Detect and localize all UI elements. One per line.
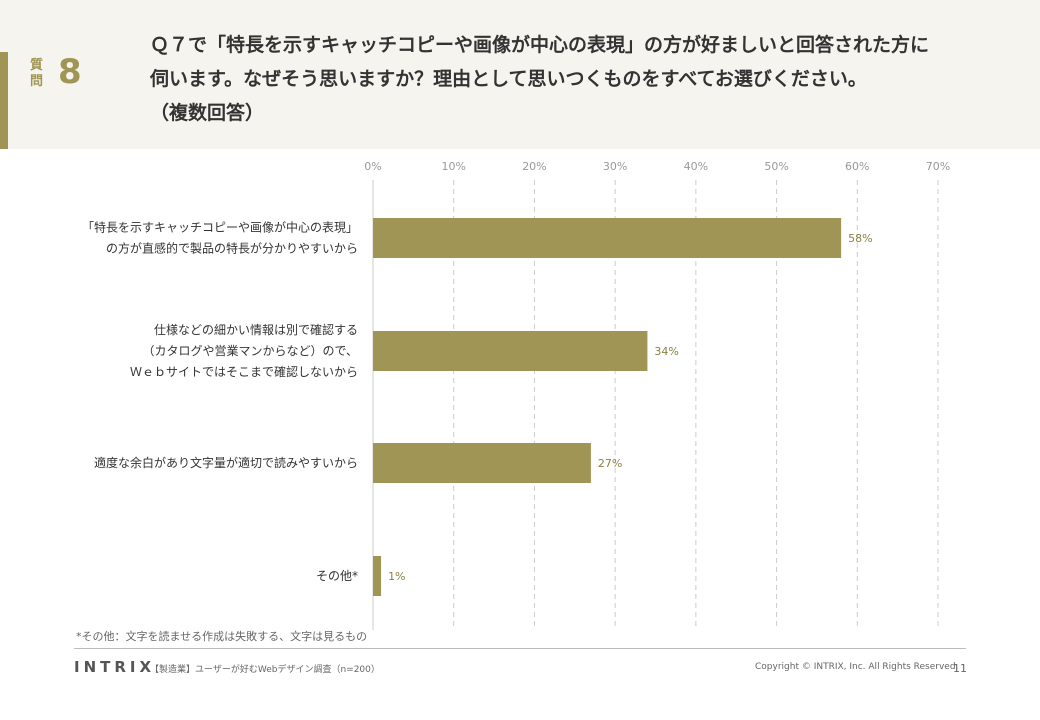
tick-label: 50% bbox=[764, 160, 788, 173]
data-label: 1% bbox=[388, 570, 405, 583]
question-line: Ｑ７で「特長を示すキャッチコピーや画像が中心の表現」の方が好ましいと回答された方… bbox=[150, 34, 930, 56]
category-label: Ｗｅｂサイトではそこまで確認しないから bbox=[130, 364, 358, 379]
bar bbox=[373, 331, 648, 371]
accent-bar bbox=[0, 52, 8, 149]
category-label: 「特長を示すキャッチコピーや画像が中心の表現」 bbox=[82, 220, 358, 235]
tick-label: 10% bbox=[441, 160, 465, 173]
survey-title: 【製造業】ユーザーが好むWebデザイン調査（n=200） bbox=[150, 665, 380, 675]
tick-label: 60% bbox=[845, 160, 869, 173]
question-number: 8 bbox=[58, 52, 82, 92]
category-label: 仕様などの細かい情報は別で確認する bbox=[154, 322, 358, 337]
bar bbox=[373, 556, 382, 596]
data-label: 27% bbox=[598, 457, 622, 470]
bar bbox=[373, 218, 842, 258]
data-label: 34% bbox=[654, 345, 678, 358]
bar-chart: 0% 10% 20% 30% 40% 50% 60% 70% 58% 「特長を示すキャッチコピーや… bbox=[82, 160, 950, 630]
question-text: Ｑ７で「特長を示すキャッチコピーや画像が中心の表現」の方が好ましいと回答された方… bbox=[150, 28, 1020, 130]
bar bbox=[373, 443, 591, 483]
footer-divider bbox=[74, 648, 966, 649]
data-label: 58% bbox=[848, 232, 872, 245]
footnote: *その他：文字を読ませる作成は失敗する、文字は見るもの bbox=[76, 630, 368, 643]
question-line: 伺います。なぜそう思いますか？理由として思いつくものをすべてお選びください。 bbox=[150, 68, 867, 90]
copyright-text: Copyright © INTRIX, Inc. All Rights Rese… bbox=[755, 662, 959, 672]
page-number: 11 bbox=[953, 662, 967, 675]
intrix-logo: INTRIX bbox=[74, 658, 156, 676]
question-line: （複数回答） bbox=[150, 102, 265, 124]
category-label: （カタログや営業マンからなど）ので、 bbox=[142, 344, 358, 358]
category-label: の方が直感的で製品の特長が分かりやすいから bbox=[106, 241, 358, 256]
question-label: 質問 bbox=[30, 58, 44, 89]
tick-label: 30% bbox=[603, 160, 627, 173]
question-badge: 質問 8 bbox=[30, 52, 90, 96]
category-label: その他* bbox=[316, 569, 358, 583]
category-label: 適度な余白があり文字量が適切で読みやすいから bbox=[94, 455, 358, 470]
question-header: 質問 8 Ｑ７で「特長を示すキャッチコピーや画像が中心の表現」の方が好ましいと回… bbox=[0, 0, 1040, 149]
tick-label: 40% bbox=[684, 160, 708, 173]
tick-label: 0% bbox=[364, 160, 381, 173]
tick-label: 20% bbox=[522, 160, 546, 173]
tick-label: 70% bbox=[926, 160, 950, 173]
